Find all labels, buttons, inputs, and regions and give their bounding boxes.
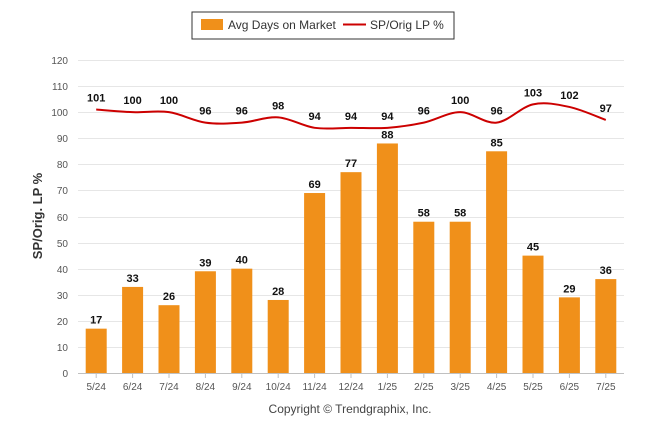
bar-value-label: 45: [527, 242, 539, 254]
y-tick-label: 60: [57, 213, 69, 224]
bar-value-label: 69: [308, 179, 320, 191]
line-value-label: 96: [418, 106, 430, 118]
bar-value-label: 28: [272, 286, 284, 298]
bar-value-label: 17: [90, 315, 102, 327]
x-tick-label: 5/24: [86, 382, 106, 393]
bar: [486, 151, 508, 373]
y-tick-label: 40: [57, 265, 69, 276]
bar-value-label: 58: [418, 208, 430, 220]
bar: [413, 221, 435, 373]
y-tick-label: 30: [57, 291, 69, 302]
y-tick-label: 20: [57, 317, 69, 328]
x-tick-label: 8/24: [196, 382, 216, 393]
line-value-label: 94: [308, 111, 321, 123]
line-value-label: 100: [160, 95, 178, 107]
line-value-label: 101: [87, 93, 105, 105]
bar-value-label: 29: [563, 283, 575, 295]
x-tick-label: 6/24: [123, 382, 143, 393]
line-value-label: 103: [524, 87, 542, 99]
bar: [231, 268, 253, 373]
x-tick-label: 7/25: [596, 382, 616, 393]
line-value-label: 98: [272, 100, 284, 112]
bar: [85, 328, 107, 373]
bar-value-label: 77: [345, 158, 357, 170]
bar-value-label: 36: [600, 265, 612, 277]
line-value-label: 100: [451, 95, 469, 107]
x-tick-label: 7/24: [159, 382, 179, 393]
bar-value-label: 26: [163, 291, 175, 303]
x-tick-label: 12/24: [338, 382, 363, 393]
x-tick-label: 1/25: [378, 382, 398, 393]
y-tick-labels: 0 10 20 30 40 50 60 70 80 90 100 110 120: [51, 56, 68, 380]
bar: [449, 221, 471, 373]
line-value-label: 96: [490, 106, 502, 118]
legend-label-line: SP/Orig LP %: [370, 18, 444, 32]
copyright-credit: Copyright © Trendgraphix, Inc.: [269, 402, 432, 416]
line-value-label: 94: [381, 111, 394, 123]
y-tick-label: 50: [57, 239, 69, 250]
x-tick-label: 11/24: [302, 382, 327, 393]
line-value-label: 100: [123, 95, 141, 107]
x-tick-label: 4/25: [487, 382, 507, 393]
y-tick-label: 110: [52, 82, 68, 93]
x-tick-label: 9/24: [232, 382, 252, 393]
y-tick-label: 10: [57, 343, 69, 354]
x-tick-label: 5/25: [523, 382, 543, 393]
y-axis-title: SP/Orig. LP %: [30, 172, 45, 259]
legend-label-bar: Avg Days on Market: [228, 18, 336, 32]
bar: [522, 255, 544, 373]
x-tick-label: 3/25: [450, 382, 470, 393]
x-tick-label: 10/24: [266, 382, 291, 393]
y-tick-label: 100: [51, 108, 68, 119]
bar: [194, 271, 216, 373]
bar: [595, 279, 617, 373]
line-value-label: 102: [560, 90, 578, 102]
line-value-label: 97: [600, 103, 612, 115]
bar: [376, 143, 398, 373]
line-value-label: 96: [236, 106, 248, 118]
bar-value-label: 58: [454, 208, 466, 220]
line-value-label: 96: [199, 106, 211, 118]
bar: [558, 297, 580, 373]
bar-value-label: 40: [236, 255, 248, 267]
series-line: [96, 102, 607, 130]
legend: Avg Days on Market SP/Orig LP %: [191, 11, 455, 40]
bar-value-label: 85: [490, 137, 502, 149]
bar: [340, 172, 362, 373]
y-tick-label: 90: [57, 134, 69, 145]
y-tick-label: 0: [62, 369, 68, 380]
bar: [158, 305, 180, 373]
bar-series: 17 33 26 39 40 28 69 77 88 58 58 85 45 29 36: [85, 129, 617, 373]
line-value-label: 94: [345, 111, 358, 123]
x-tick-labels: 5/24 6/24 7/24 8/24 9/24 10/24 11/24 12/24 1/25 2…: [86, 373, 616, 393]
x-tick-label: 6/25: [560, 382, 580, 393]
line-series: 101 100 100 96 96 98 94 94 94 96 100 96 103 102 97: [87, 87, 612, 130]
y-tick-label: 70: [57, 186, 69, 197]
bar-value-label: 88: [381, 129, 393, 141]
legend-swatch-bar: [201, 19, 223, 30]
bar-value-label: 39: [199, 257, 211, 269]
legend-box: [191, 11, 455, 40]
bar: [267, 299, 289, 373]
bar: [304, 193, 326, 373]
bar: [122, 286, 144, 373]
y-tick-label: 80: [57, 160, 69, 171]
bar-value-label: 33: [126, 273, 138, 285]
x-tick-label: 2/25: [414, 382, 434, 393]
y-tick-label: 120: [51, 56, 68, 67]
